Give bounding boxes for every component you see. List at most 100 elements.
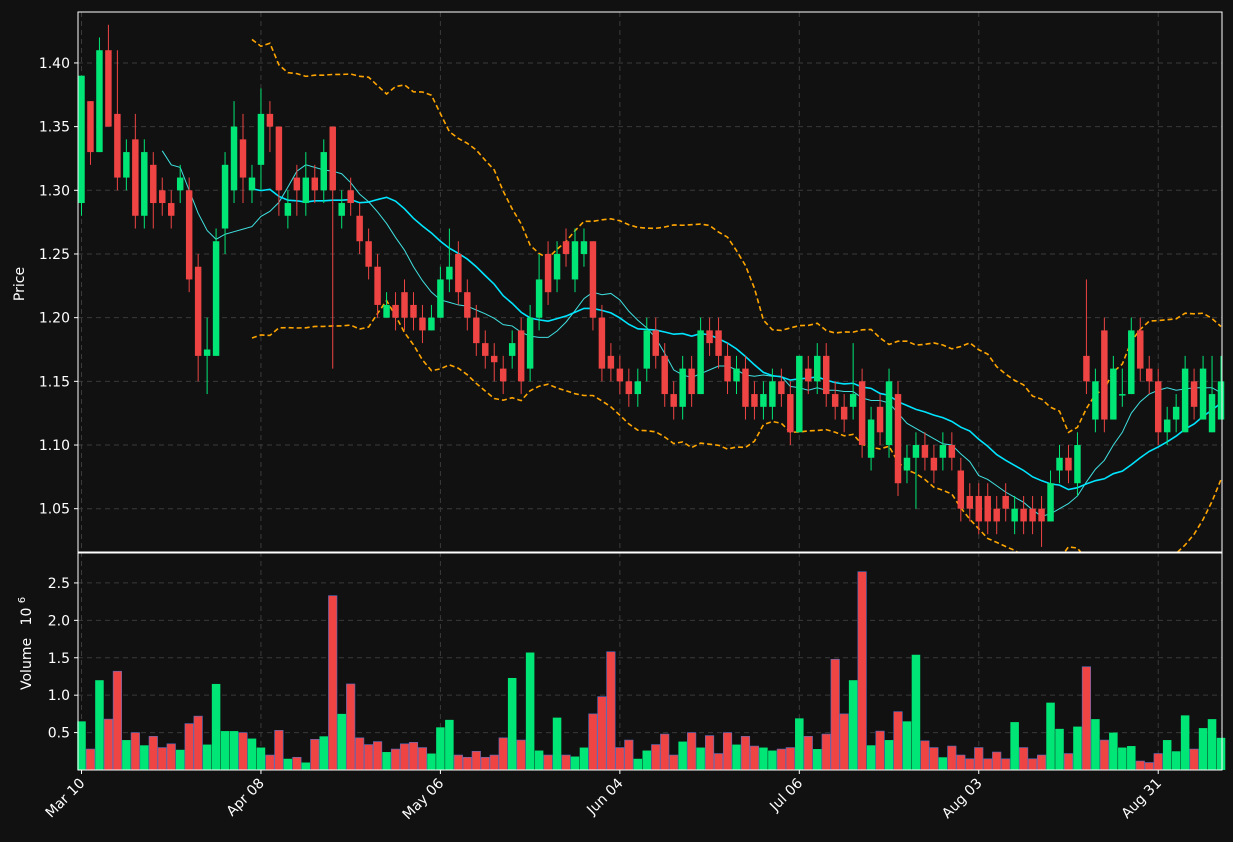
volume-bar-up xyxy=(911,654,921,770)
candle-body-up xyxy=(508,343,516,356)
candle-body-up xyxy=(123,152,130,178)
candle-body-down xyxy=(499,368,507,382)
price-tick-label: 1.35 xyxy=(39,120,70,136)
volume-bar-down xyxy=(417,747,428,771)
candle-body-down xyxy=(1002,495,1009,509)
date-tick-label: Jul 06 xyxy=(766,775,806,815)
volume-bar-down xyxy=(920,740,930,771)
volume-bar-down xyxy=(274,730,284,771)
candle-body-down xyxy=(787,394,794,433)
candle-body-down xyxy=(105,50,112,127)
candle-body-down xyxy=(840,406,848,420)
volume-bar-down xyxy=(103,718,113,771)
candle-body-up xyxy=(203,349,211,356)
volume-bar-up xyxy=(175,749,185,770)
candle-body-up xyxy=(1047,483,1054,522)
volume-bar-down xyxy=(965,758,975,771)
volume-bar-up xyxy=(220,731,230,770)
volume-bar-down xyxy=(1081,666,1091,771)
volume-bar-down xyxy=(1001,758,1011,771)
candle-body-up xyxy=(1217,381,1225,420)
price-tick-label: 1.20 xyxy=(39,311,70,327)
candle-body-down xyxy=(589,241,597,318)
volume-bar-down xyxy=(830,658,840,771)
volume-bar-down xyxy=(399,743,410,771)
volume-bar-down xyxy=(956,754,966,771)
bollinger-band-layer xyxy=(251,38,1222,552)
volume-bar-up xyxy=(884,740,894,770)
candle-body-down xyxy=(930,457,938,471)
volume-bar-down xyxy=(328,595,338,771)
candle-body-up xyxy=(446,266,453,280)
candle-body-down xyxy=(167,203,175,216)
volume-bar-down xyxy=(893,711,903,771)
volume-bar-up xyxy=(812,749,822,770)
candle-body-down xyxy=(957,470,965,509)
price-panel-frame xyxy=(77,11,1223,553)
candle-body-down xyxy=(365,241,372,267)
candle-body-down xyxy=(347,190,354,204)
candle-body-up xyxy=(769,381,776,407)
candle-body-down xyxy=(266,113,274,127)
candle-body-down xyxy=(778,381,785,395)
candle-body-down xyxy=(419,317,426,331)
candle-body-up xyxy=(1128,330,1135,395)
candle-body-down xyxy=(311,177,319,191)
volume-bar-down xyxy=(947,745,957,771)
volume-bar-up xyxy=(525,652,535,770)
volume-bar-down xyxy=(839,713,849,771)
candle-body-down xyxy=(652,330,659,356)
candle-body-up xyxy=(320,152,327,191)
volume-bar-down xyxy=(1037,754,1047,771)
volume-bar-up xyxy=(579,747,589,770)
volume-bar-down xyxy=(543,754,553,771)
candle-body-down xyxy=(661,355,668,395)
volume-bar-down xyxy=(588,713,598,771)
candle-body-up xyxy=(580,241,588,254)
candle-body-down xyxy=(464,292,471,318)
candle-body-down xyxy=(455,253,462,293)
volume-bar-up xyxy=(848,680,858,770)
volume-bar-down xyxy=(373,741,383,771)
volume-bar-down xyxy=(157,747,167,771)
volume-bar-up xyxy=(436,727,445,770)
volume-bar-down xyxy=(166,743,176,771)
candle-body-up xyxy=(221,164,229,229)
volume-bar-down xyxy=(624,739,634,771)
candle-body-up xyxy=(553,253,561,280)
volume-bar-up xyxy=(202,744,212,770)
candle-body-up xyxy=(1056,457,1063,471)
date-tick-label: Jun 04 xyxy=(583,775,626,818)
candle-body-down xyxy=(410,304,417,318)
slow-moving-average-line xyxy=(251,187,1222,491)
volume-bar-down xyxy=(1099,739,1109,771)
candle-body-down xyxy=(831,394,839,407)
price-tick-label: 1.40 xyxy=(39,56,70,72)
candle-body-down xyxy=(482,343,489,356)
candle-body-up xyxy=(1199,368,1207,420)
volume-axis-title: Volume 10 6 xyxy=(17,597,35,690)
volume-bar-down xyxy=(669,754,679,771)
volume-bar-down xyxy=(390,748,401,771)
candle-body-down xyxy=(544,253,552,293)
volume-bar-down xyxy=(597,696,607,771)
volume-bar-up xyxy=(1073,726,1082,770)
frame-layer xyxy=(77,11,1223,771)
volume-bar-up xyxy=(696,747,705,770)
volume-bar-down xyxy=(983,758,993,771)
volume-bar-up xyxy=(1109,732,1118,770)
volume-bar-down xyxy=(1063,753,1074,771)
candle-body-down xyxy=(159,190,166,204)
candle-body-down xyxy=(1065,457,1072,471)
volume-bar-down xyxy=(516,739,526,771)
candle-body-up xyxy=(1163,419,1171,433)
volume-bar-down xyxy=(722,732,733,771)
volume-bar-down xyxy=(803,736,813,771)
candle-body-up xyxy=(212,241,220,356)
volume-bar-up xyxy=(902,721,912,770)
volume-bar-down xyxy=(749,745,760,771)
candle-body-down xyxy=(1020,508,1027,522)
volume-bar-up xyxy=(507,677,517,770)
candle-body-down xyxy=(1146,368,1153,382)
volume-bar-down xyxy=(974,747,984,771)
